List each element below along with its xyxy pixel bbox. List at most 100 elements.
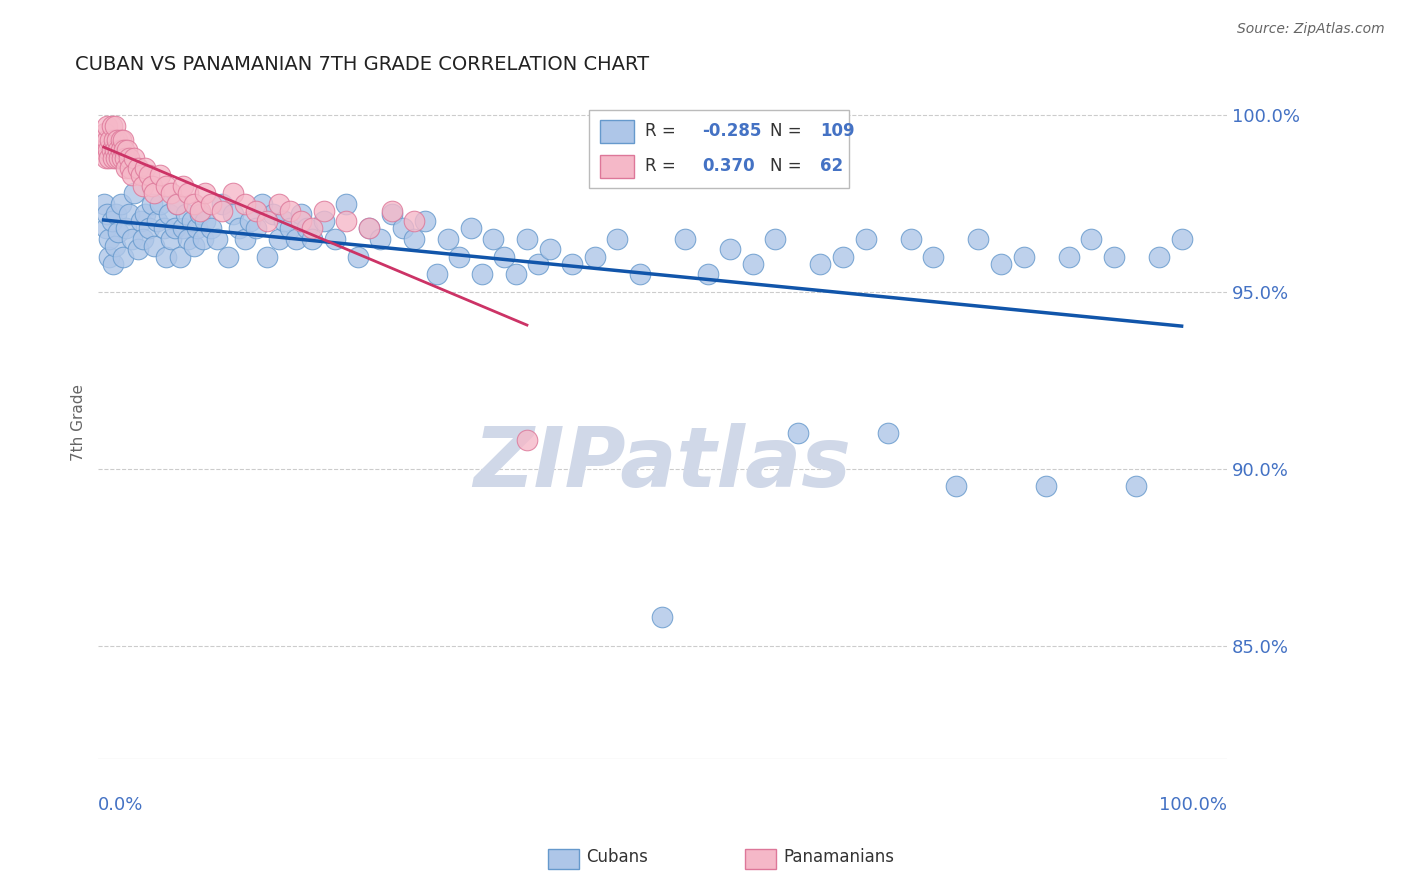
- Point: [172, 221, 194, 235]
- Point: [160, 186, 183, 200]
- Point: [404, 232, 426, 246]
- Point: [222, 186, 245, 200]
- Point: [122, 151, 145, 165]
- Text: ZIPatlas: ZIPatlas: [474, 423, 852, 504]
- Point: [967, 232, 990, 246]
- Point: [98, 250, 121, 264]
- Text: Panamanians: Panamanians: [783, 848, 894, 866]
- Point: [380, 207, 402, 221]
- Point: [673, 232, 696, 246]
- Text: R =: R =: [645, 122, 682, 140]
- Point: [651, 610, 673, 624]
- Point: [200, 196, 222, 211]
- Point: [284, 232, 307, 246]
- Point: [111, 151, 134, 165]
- Point: [256, 214, 278, 228]
- Point: [108, 151, 131, 165]
- Point: [527, 257, 550, 271]
- Point: [129, 168, 152, 182]
- Point: [922, 250, 945, 264]
- Point: [583, 250, 606, 264]
- Point: [169, 250, 191, 264]
- Point: [449, 250, 471, 264]
- Point: [1147, 250, 1170, 264]
- Text: 100.0%: 100.0%: [1159, 796, 1227, 814]
- Point: [404, 214, 426, 228]
- Point: [945, 479, 967, 493]
- Point: [100, 144, 122, 158]
- Point: [115, 221, 138, 235]
- Text: Source: ZipAtlas.com: Source: ZipAtlas.com: [1237, 22, 1385, 37]
- Point: [155, 250, 177, 264]
- Point: [346, 250, 368, 264]
- Point: [877, 426, 900, 441]
- Point: [628, 267, 651, 281]
- Point: [104, 144, 127, 158]
- Point: [98, 232, 121, 246]
- Point: [188, 207, 211, 221]
- Point: [233, 196, 256, 211]
- Point: [194, 214, 217, 228]
- Point: [278, 203, 301, 218]
- Point: [1057, 250, 1080, 264]
- Point: [194, 186, 217, 200]
- Point: [145, 214, 167, 228]
- Point: [217, 250, 239, 264]
- FancyBboxPatch shape: [589, 111, 849, 187]
- Point: [245, 221, 267, 235]
- Point: [96, 207, 118, 221]
- Text: 62: 62: [821, 157, 844, 175]
- Point: [191, 232, 214, 246]
- Point: [118, 161, 141, 176]
- Point: [121, 232, 143, 246]
- Point: [134, 207, 156, 221]
- Point: [143, 186, 166, 200]
- Point: [267, 196, 290, 211]
- Text: R =: R =: [645, 157, 686, 175]
- Point: [172, 178, 194, 193]
- Point: [494, 250, 516, 264]
- Point: [516, 434, 538, 448]
- Point: [990, 257, 1012, 271]
- Point: [104, 239, 127, 253]
- Point: [301, 221, 323, 235]
- Point: [222, 207, 245, 221]
- Point: [741, 257, 763, 271]
- Point: [239, 214, 262, 228]
- Point: [115, 161, 138, 176]
- Point: [188, 203, 211, 218]
- Point: [127, 243, 149, 257]
- Point: [323, 232, 346, 246]
- Point: [180, 214, 202, 228]
- Point: [1012, 250, 1035, 264]
- Point: [117, 144, 139, 158]
- Point: [138, 168, 160, 182]
- Point: [110, 133, 132, 147]
- Point: [368, 232, 391, 246]
- Point: [205, 232, 228, 246]
- Point: [415, 214, 437, 228]
- Point: [312, 214, 335, 228]
- Point: [177, 186, 200, 200]
- Text: N =: N =: [769, 157, 811, 175]
- Point: [111, 250, 134, 264]
- Point: [290, 214, 312, 228]
- Point: [93, 196, 115, 211]
- Point: [1102, 250, 1125, 264]
- Point: [152, 221, 174, 235]
- Point: [437, 232, 460, 246]
- Point: [211, 203, 233, 218]
- Point: [273, 214, 295, 228]
- Point: [104, 119, 127, 133]
- Point: [832, 250, 855, 264]
- Point: [112, 144, 135, 158]
- Point: [166, 196, 188, 211]
- Point: [160, 232, 183, 246]
- Point: [245, 203, 267, 218]
- Point: [561, 257, 583, 271]
- Point: [127, 161, 149, 176]
- Point: [290, 207, 312, 221]
- Point: [110, 196, 132, 211]
- Point: [482, 232, 505, 246]
- Point: [122, 186, 145, 200]
